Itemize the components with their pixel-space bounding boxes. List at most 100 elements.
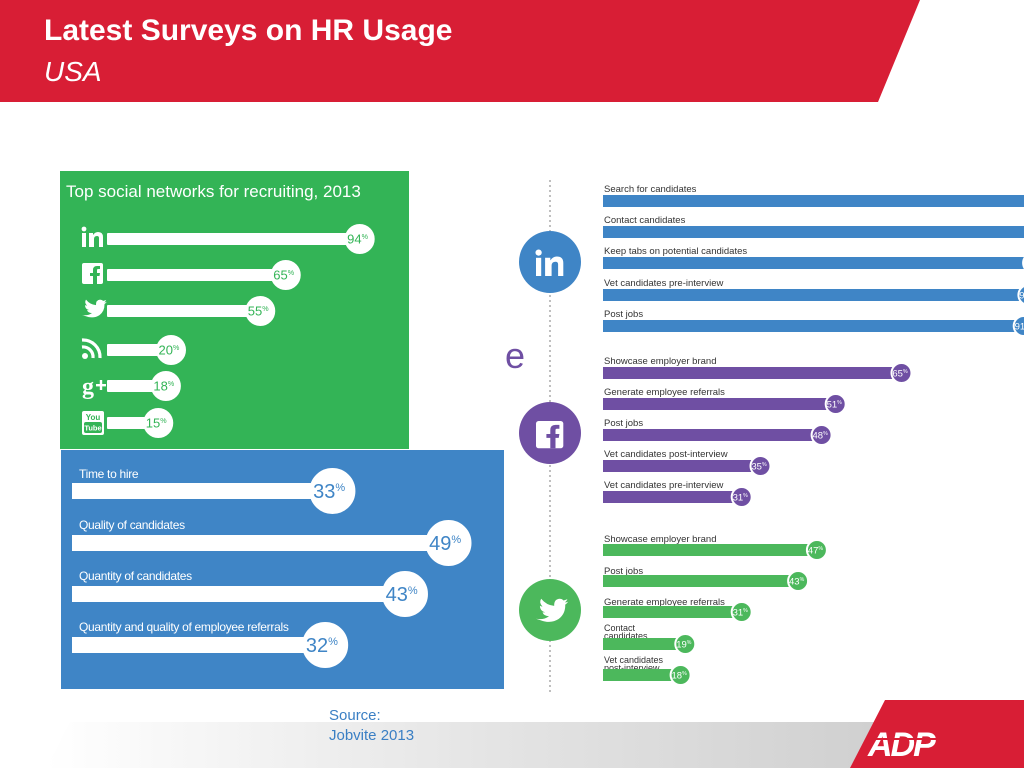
google-plus-icon: g: [82, 374, 106, 400]
social-networks-chart: Top social networks for recruiting, 2013…: [60, 171, 409, 449]
svg-text:Tube: Tube: [84, 424, 101, 433]
value-label: 31%: [733, 607, 749, 618]
category-label: Showcase employer brand: [604, 356, 716, 367]
category-label: Post jobs: [604, 566, 643, 577]
value-badge-circle: [270, 260, 301, 290]
svg-text:You: You: [86, 413, 101, 422]
value-badge-circle: [890, 362, 913, 384]
bar: [603, 575, 796, 587]
source-line-2: Jobvite 2013: [329, 727, 415, 744]
value-badge-circle: [730, 601, 753, 623]
value-label: 31%: [733, 492, 749, 503]
value-badge-circle: [824, 393, 847, 415]
bar: [72, 483, 312, 499]
rss-icon: [81, 338, 102, 359]
bar: [603, 226, 1024, 238]
bar: [72, 586, 384, 602]
stray-glyph: e: [505, 335, 525, 376]
category-label: Time to hire: [79, 467, 139, 481]
network-activities-chart: Search for candidates96%Contact candidat…: [505, 180, 1024, 693]
value-label: 35%: [751, 461, 767, 472]
bar-value-badge: 43%: [381, 571, 428, 617]
category-label: Contact: [604, 623, 636, 633]
value-label: 19%: [676, 639, 692, 650]
category-label: post-interview: [604, 663, 660, 673]
bar: [603, 606, 739, 618]
category-label: Quantity of candidates: [79, 569, 192, 583]
bar-value-badge: 49%: [425, 520, 472, 566]
bar: [72, 637, 305, 653]
value-badge-circle: [674, 633, 697, 655]
value-badge-circle: [309, 468, 356, 514]
value-label: 47%: [808, 545, 824, 556]
bar-value-badge: 18%: [150, 371, 181, 401]
value-badge-circle: [787, 570, 810, 592]
category-label: Post jobs: [604, 418, 643, 429]
category-label: candidates: [604, 631, 648, 641]
value-badge-circle: [381, 571, 428, 617]
twitter-icon: [82, 299, 107, 318]
bar-value-badge: 65%: [270, 260, 301, 290]
bar: [107, 233, 347, 245]
value-badge-circle: [805, 539, 828, 561]
linkedin-icon: [81, 226, 103, 247]
bar-value-badge: 47%: [805, 539, 828, 561]
page-subtitle: USA: [44, 56, 102, 87]
value-label: 92%: [1019, 290, 1024, 301]
bar-value-badge: 31%: [730, 486, 753, 508]
youtube-icon: You Tube: [82, 411, 104, 435]
bar: [603, 257, 1024, 269]
value-badge-circle: [1017, 284, 1024, 306]
bar-value-badge: 32%: [302, 622, 349, 668]
facebook-icon: [82, 263, 103, 284]
bar: [603, 429, 819, 441]
value-badge-circle: [150, 371, 181, 401]
category-label: Vet candidates: [604, 655, 664, 665]
bar-value-badge: 35%: [749, 455, 772, 477]
source-label: Source: Jobvite 2013: [329, 706, 414, 746]
bar: [603, 398, 833, 410]
hiring-metrics-chart: Time to hire 33% Quality of candidates 49% Q…: [61, 450, 504, 689]
linkedin-icon: [535, 249, 564, 276]
bar: [603, 491, 739, 503]
category-label: Keep tabs on potential candidates: [604, 246, 747, 257]
value-badge-circle: [810, 424, 833, 446]
bar: [72, 535, 428, 551]
value-label: 51%: [827, 399, 843, 410]
chart-title: Top social networks for recruiting, 2013: [66, 182, 361, 201]
footer-band: ADP: [46, 700, 1024, 768]
bar-value-badge: 51%: [824, 393, 847, 415]
bar-value-badge: 18%: [669, 664, 692, 686]
bar: [603, 544, 814, 556]
bar-value-badge: 94%: [344, 224, 375, 254]
bar-value-badge: 43%: [787, 570, 810, 592]
value-badge-circle: [749, 455, 772, 477]
bar-value-badge: 31%: [730, 601, 753, 623]
category-label: Showcase employer brand: [604, 534, 716, 545]
bar-value-badge: 19%: [674, 633, 697, 655]
bar-value-badge: 55%: [245, 296, 276, 326]
bar: [603, 638, 683, 650]
category-label: Vet candidates post-interview: [604, 449, 728, 460]
facebook-icon: [536, 421, 564, 449]
value-badge-circle: [344, 224, 375, 254]
header-band: [0, 0, 920, 102]
bar: [107, 305, 248, 317]
source-line-1: Source:: [329, 707, 381, 724]
category-label: Generate employee referrals: [604, 387, 725, 398]
bar: [107, 380, 153, 392]
bar-value-badge: 20%: [156, 335, 186, 365]
value-badge-circle: [245, 296, 276, 326]
bar-value-badge: 91%: [1012, 315, 1024, 337]
value-badge-circle: [302, 622, 349, 668]
twitter-icon: [536, 598, 569, 622]
bar-value-badge: 48%: [810, 424, 833, 446]
bar-value-badge: 92%: [1017, 284, 1024, 306]
bar: [107, 269, 273, 281]
value-label: 91%: [1015, 321, 1024, 332]
category-label: Quantity and quality of employee referra…: [79, 620, 289, 634]
value-label: 18%: [671, 670, 687, 681]
page-title: Latest Surveys on HR Usage: [44, 14, 453, 47]
category-label: Vet candidates pre-interview: [604, 480, 723, 491]
adp-logo: ADP: [866, 726, 946, 764]
